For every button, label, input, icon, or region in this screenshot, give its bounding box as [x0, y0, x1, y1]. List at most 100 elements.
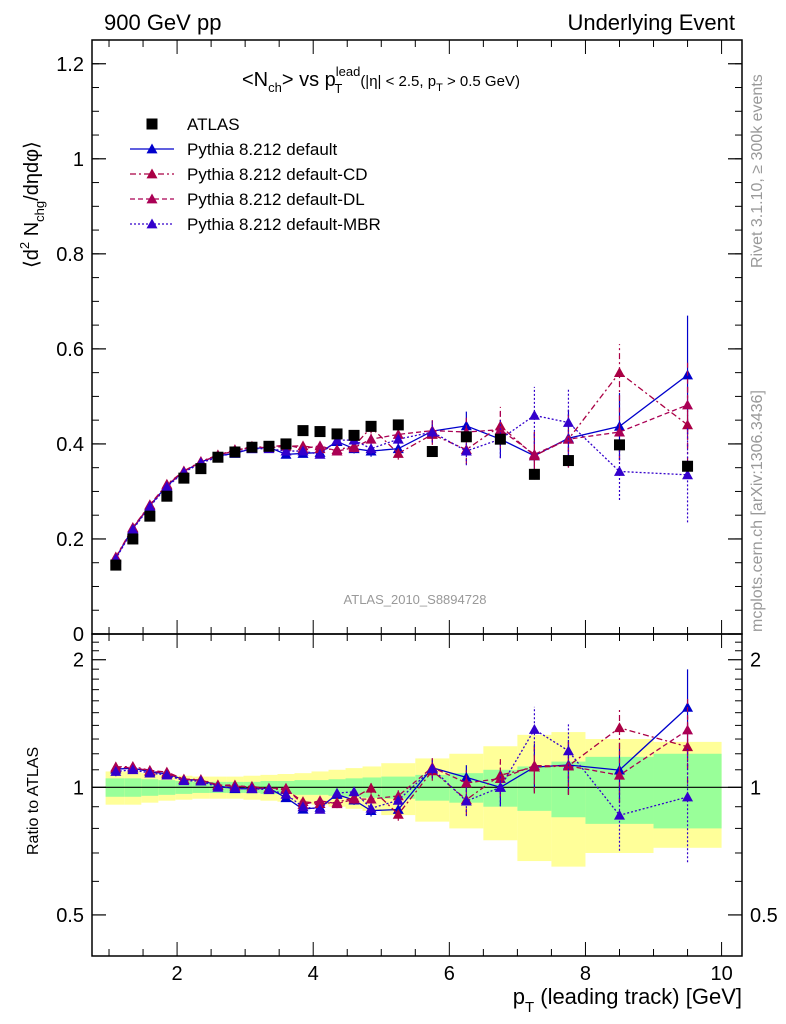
data-point — [195, 463, 207, 475]
ratio-point — [365, 802, 377, 813]
ratio-panel — [92, 669, 742, 867]
y-tick-label: 0.6 — [56, 339, 84, 361]
ratio-point — [460, 795, 472, 806]
ratio-y-tick-label: 0.5 — [56, 905, 84, 927]
legend-marker — [146, 168, 158, 179]
legend-label: ATLAS — [187, 115, 240, 134]
ratio-point — [613, 809, 625, 820]
ratio-point — [144, 767, 156, 778]
data-point — [212, 451, 224, 463]
ratio-point — [314, 795, 326, 806]
ratio-y-tick-label: 2 — [73, 650, 84, 672]
legend-marker-data — [146, 118, 158, 130]
series-point — [280, 445, 292, 456]
series-point — [682, 469, 694, 480]
legend: ATLAS Pythia 8.212 default Pythia 8.212 de… — [130, 115, 381, 234]
data-point — [178, 472, 190, 484]
ratio-y-axis-label: Ratio to ATLAS — [25, 747, 42, 855]
ratio-point — [494, 781, 506, 792]
ratio-point — [613, 769, 625, 780]
series-point — [314, 440, 326, 451]
series-point — [613, 367, 625, 378]
ratio-point — [682, 791, 694, 802]
legend-label: Pythia 8.212 default-CD — [187, 165, 368, 184]
series-point — [365, 433, 377, 444]
ratio-point — [682, 741, 694, 752]
ratio-point — [263, 784, 275, 795]
series-point — [562, 417, 574, 427]
ratio-point — [562, 745, 574, 756]
ratio-point — [331, 787, 343, 798]
series-point — [528, 448, 540, 459]
analysis-label: ATLAS_2010_S8894728 — [344, 592, 487, 607]
series-point — [528, 409, 540, 420]
data-point — [365, 420, 377, 432]
ratio-point — [365, 782, 377, 793]
ratio-point — [331, 798, 343, 809]
legend-marker — [146, 143, 158, 154]
axis-ticks: 0 0.2 0.4 0.6 0.8 1 1.2 2 4 6 8 10 0.5 0.5 1 1 2 2 — [56, 40, 778, 985]
series-point — [331, 445, 343, 456]
ratio-point — [212, 781, 224, 792]
ratio-series-3 — [110, 706, 694, 863]
series-point — [392, 433, 404, 444]
x-tick-label: 10 — [710, 963, 732, 985]
ratio-point — [280, 788, 292, 799]
main-panel — [110, 315, 694, 571]
ratio-point — [426, 763, 438, 774]
data-point — [144, 510, 156, 522]
ratio-point — [528, 724, 540, 734]
ratio-point — [348, 793, 360, 804]
ratio-point — [297, 801, 309, 812]
ratio-series-line — [115, 728, 688, 816]
ratio-point — [682, 724, 694, 735]
ratio-point — [365, 793, 377, 804]
ratio-point — [246, 783, 258, 794]
rivet-label: Rivet 3.1.10, ≥ 300k events — [749, 74, 766, 268]
header-left: 900 GeV pp — [104, 10, 221, 35]
ratio-point — [613, 722, 625, 733]
series-point — [331, 434, 343, 445]
series-point — [682, 419, 694, 430]
mcplots-label: mcplots.cern.ch [arXiv:1306.3436] — [749, 390, 766, 632]
series-point — [392, 447, 404, 458]
ratio-y-tick-label-right: 1 — [750, 777, 761, 799]
series-point — [144, 501, 156, 512]
ratio-point — [161, 769, 173, 780]
legend-marker — [146, 193, 158, 204]
series-point — [682, 399, 694, 410]
ratio-point — [110, 766, 122, 776]
ratio-point — [195, 775, 207, 786]
header-right: Underlying Event — [567, 10, 735, 35]
ratio-point — [460, 777, 472, 788]
y-tick-label: 0.4 — [56, 434, 84, 456]
data-point — [110, 559, 122, 571]
data-point — [331, 428, 343, 440]
y-tick-label: 0 — [73, 624, 84, 646]
ratio-point — [314, 803, 326, 814]
ratio-series-line — [115, 729, 688, 806]
x-tick-label: 2 — [172, 963, 183, 985]
series-point — [348, 442, 360, 453]
series-point — [161, 481, 173, 492]
ratio-point — [348, 786, 360, 797]
data-point — [161, 490, 173, 502]
ratio-y-tick-label-right: 2 — [750, 650, 761, 672]
data-point — [297, 425, 309, 437]
series-3 — [110, 386, 694, 564]
ratio-point — [280, 782, 292, 793]
chart-title: <Nch> vs plead T (|η| < 2.5, pT > 0.5 GeV) — [242, 64, 520, 96]
data-point — [426, 446, 438, 458]
data-point — [562, 455, 574, 467]
legend-marker — [146, 218, 158, 229]
series-0 — [110, 315, 694, 563]
data-point — [682, 460, 694, 472]
data-point — [494, 433, 506, 445]
y-tick-label: 1.2 — [56, 54, 84, 76]
series-point — [613, 465, 625, 476]
ratio-point — [127, 764, 139, 775]
ratio-y-tick-label-right: 0.5 — [750, 905, 778, 927]
x-axis-label: pT (leading track) [GeV] — [513, 984, 742, 1016]
data-point — [392, 419, 404, 431]
ratio-y-tick-label: 1 — [73, 777, 84, 799]
